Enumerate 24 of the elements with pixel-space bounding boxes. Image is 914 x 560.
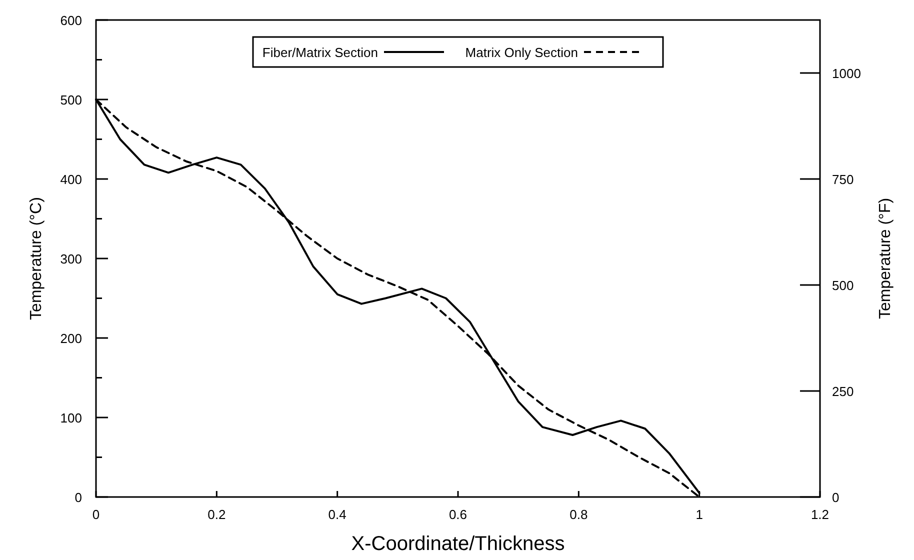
legend-label: Matrix Only Section — [465, 45, 578, 60]
y-tick-label: 0 — [74, 490, 82, 505]
y-tick-label: 500 — [60, 92, 82, 108]
x-tick-label: 0.8 — [570, 507, 588, 522]
y2-tick-label: 0 — [832, 490, 840, 505]
x-tick-label: 0 — [92, 507, 100, 522]
x-tick-label: 0.4 — [328, 507, 346, 522]
y-tick-label: 600 — [60, 13, 82, 28]
y-tick-label: 300 — [60, 252, 82, 266]
x-axis-title: X-Coordinate/Thickness — [351, 533, 565, 555]
x-tick-label: 0.2 — [208, 507, 226, 522]
y-tick-label: 400 — [60, 172, 82, 187]
legend-label: Fiber/Matrix Section — [262, 45, 378, 60]
y2-tick-label: 1000 — [832, 66, 861, 81]
y2-tick-label: 500 — [832, 278, 854, 293]
y-tick-label: 200 — [60, 331, 82, 346]
y2-tick-label: 250 — [832, 384, 854, 399]
y-axis-title: Temperature (°C) — [28, 197, 45, 320]
x-tick-label: 0.6 — [448, 507, 468, 522]
x-tick-label: 1.2 — [810, 507, 830, 522]
y-tick-label: 100 — [60, 410, 82, 426]
y2-tick-label: 750 — [832, 172, 854, 187]
x-tick-label: 1 — [696, 507, 703, 522]
y2-axis-title: Temperature (°F) — [877, 198, 894, 320]
